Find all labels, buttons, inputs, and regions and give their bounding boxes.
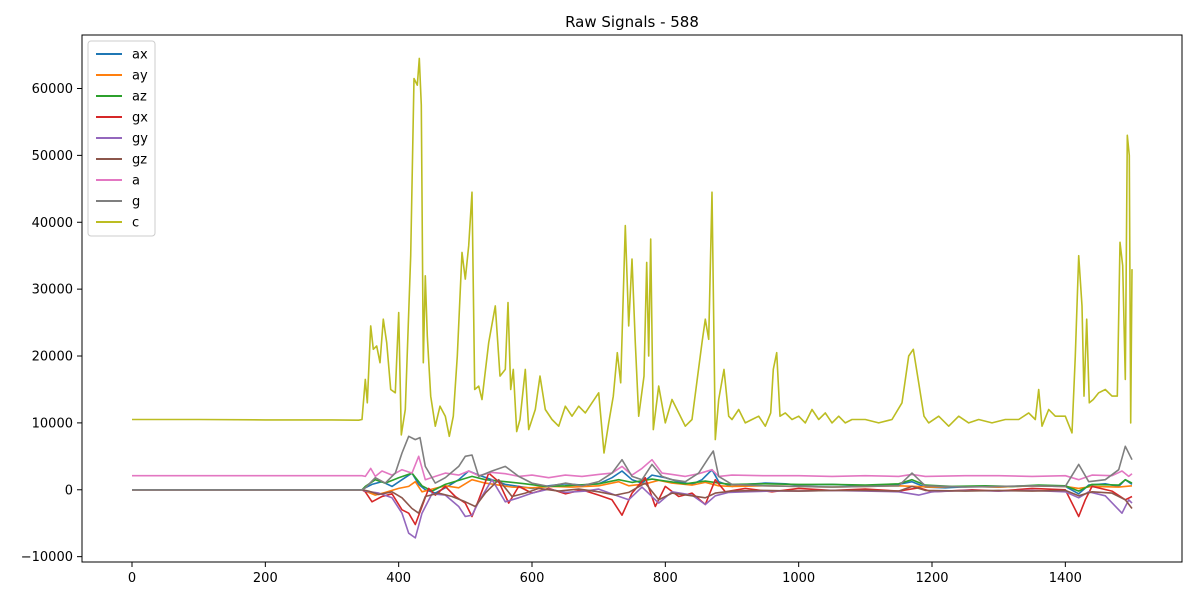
y-tick-label: 0 — [65, 483, 73, 498]
legend-label-a: a — [132, 174, 140, 189]
legend: ax ay az gx gy gz agc — [87, 40, 156, 237]
x-tick-label: 600 — [520, 571, 545, 586]
x-tick-label: 0 — [128, 571, 136, 586]
x-tick-label: 1000 — [782, 571, 815, 586]
x-tick-label: 1200 — [915, 571, 948, 586]
series-line-c — [132, 57, 1133, 454]
y-tick-label: −10000 — [21, 550, 73, 565]
y-tick-label: 20000 — [32, 350, 73, 365]
series-line-gx — [132, 472, 1133, 526]
legend-label-az: az — [132, 90, 147, 105]
legend-label-gz: gz — [132, 153, 147, 168]
y-tick-label: 10000 — [32, 416, 73, 431]
x-tick-label: 1400 — [1049, 571, 1082, 586]
legend-label-gy: gy — [132, 132, 148, 147]
y-tick-label: 30000 — [32, 283, 73, 298]
x-tick-label: 800 — [653, 571, 678, 586]
chart-title: Raw Signals - 588 — [565, 13, 699, 31]
x-axis: 0 200 400 600 800 1000 1200 1400 — [128, 562, 1082, 586]
y-tick-label: 50000 — [32, 149, 73, 164]
legend-label-gx: gx — [132, 111, 148, 126]
x-tick-label: 200 — [253, 571, 278, 586]
y-axis: −10000 0 10000 20000 30000 40000 50000 60000 — [21, 82, 82, 565]
x-tick-label: 400 — [386, 571, 411, 586]
legend-label-c: c — [132, 216, 139, 231]
plot-frame — [81, 34, 1183, 563]
legend-label-ax: ax — [132, 48, 148, 63]
y-tick-label: 40000 — [32, 216, 73, 231]
legend-label-ay: ay — [132, 69, 148, 84]
series-line-gz — [132, 478, 1133, 514]
series-line-g — [132, 435, 1133, 491]
series-line-gy — [132, 478, 1133, 539]
legend-label-g: g — [132, 195, 140, 210]
y-tick-label: 60000 — [32, 82, 73, 97]
series-layer — [132, 57, 1133, 539]
